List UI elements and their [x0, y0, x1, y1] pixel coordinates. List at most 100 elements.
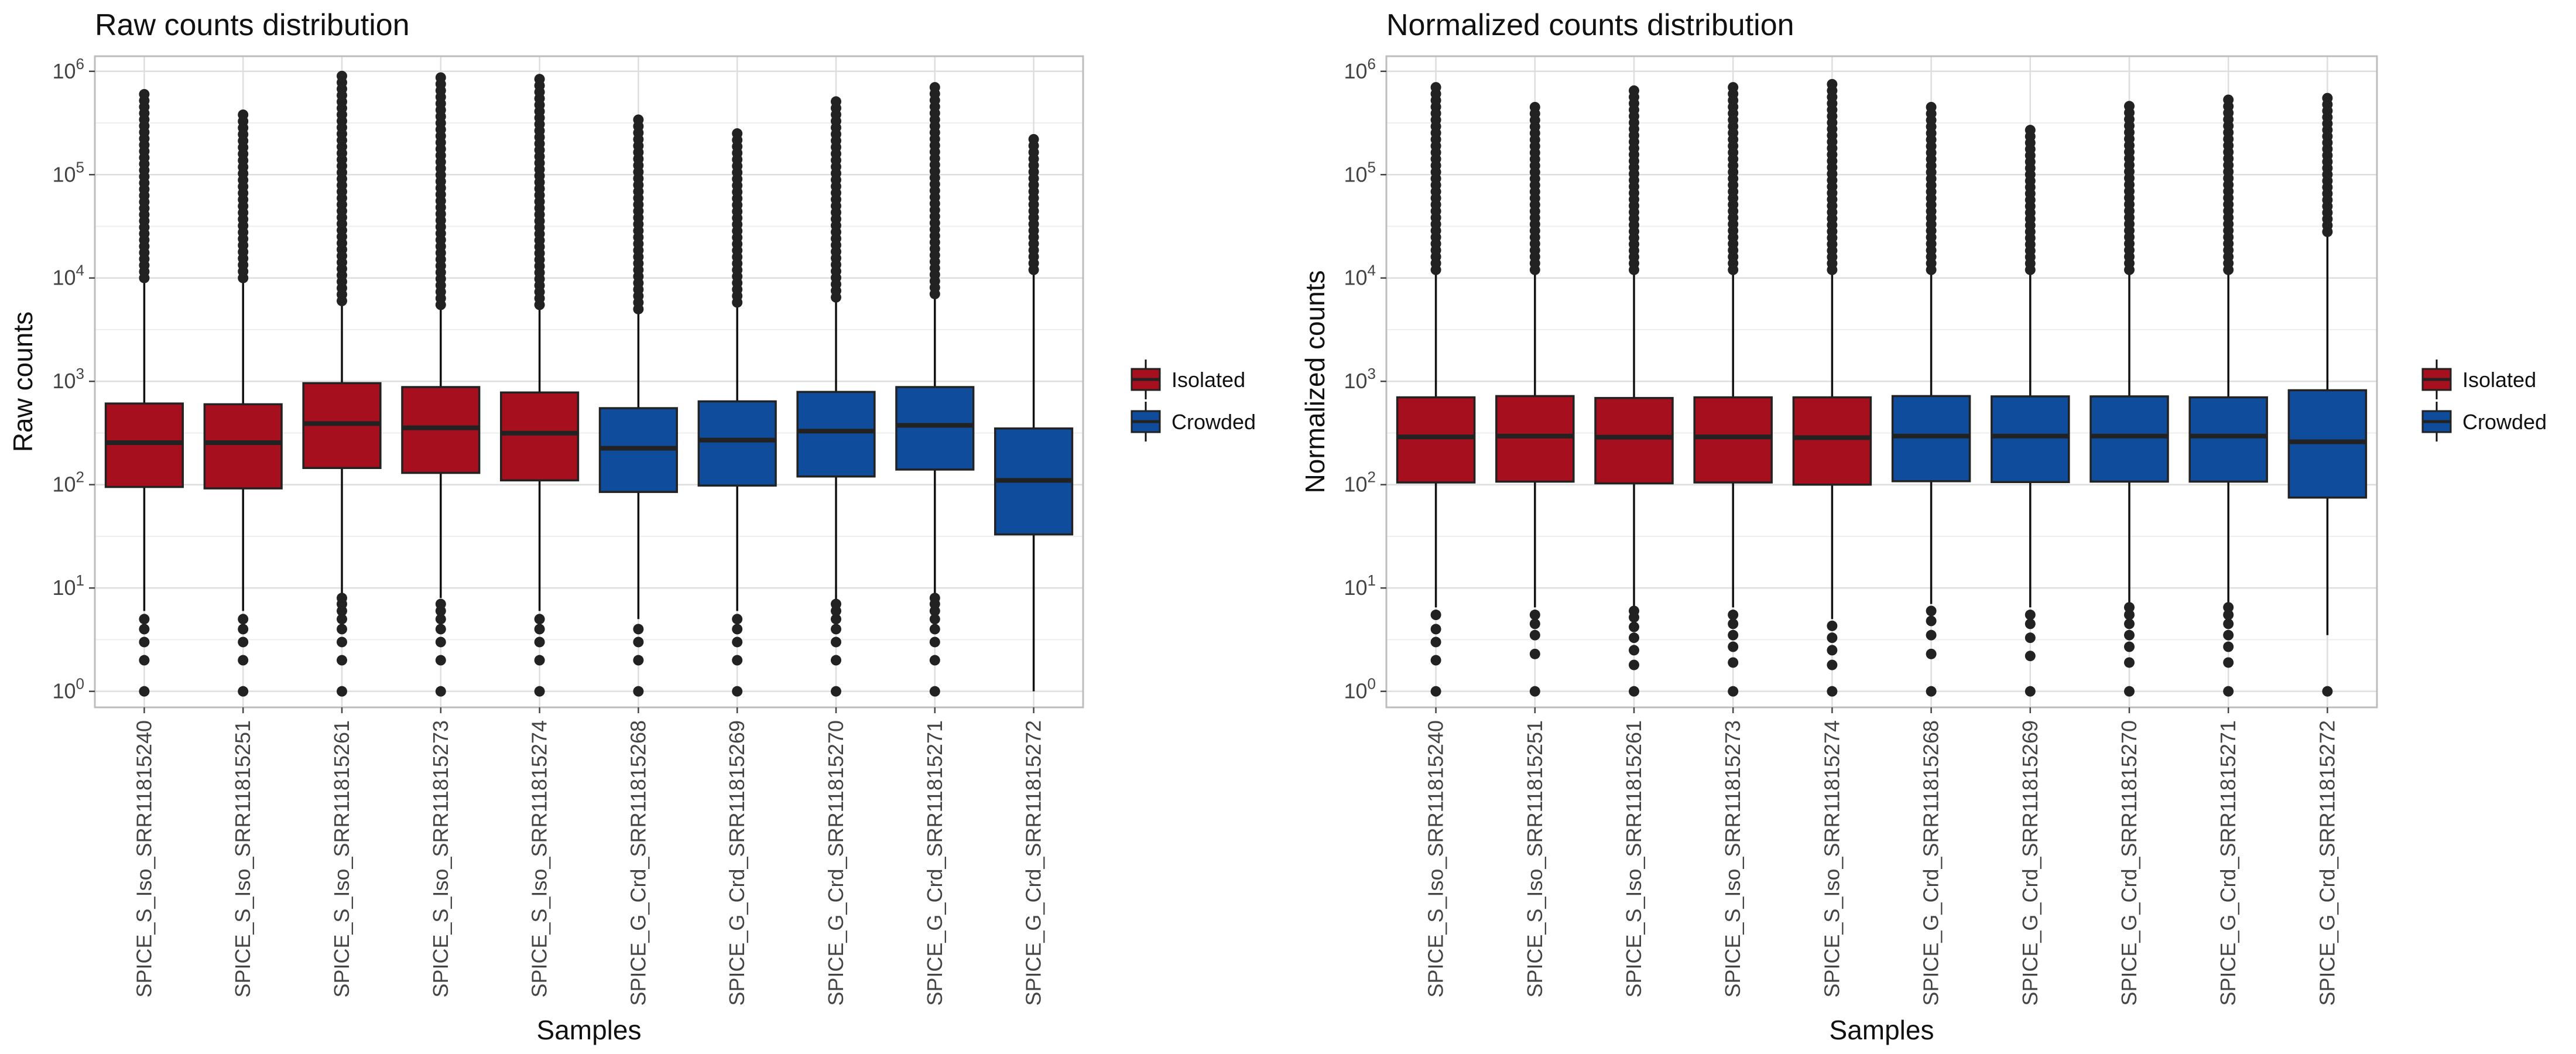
outlier-point [1028, 264, 1039, 275]
box-body [500, 391, 580, 482]
x-tick-label: SPICE_S_Iso_SRR11815240 [132, 720, 156, 998]
x-tick-label: SPICE_G_Crd_SRR11815269 [2018, 720, 2042, 1006]
box-9 [2188, 94, 2268, 697]
outlier-point [732, 636, 743, 648]
y-tick-label: 104 [1344, 262, 1376, 290]
x-tick-label: SPICE_S_Iso_SRR11815273 [429, 720, 453, 998]
x-tick-label: SPICE_G_Crd_SRR11815270 [824, 720, 848, 1006]
outlier-point [337, 624, 347, 635]
box-body [697, 400, 777, 487]
outlier-point [1430, 264, 1441, 275]
y-tick-label: 105 [52, 158, 84, 186]
outlier-point [534, 686, 545, 697]
outlier-point [2124, 610, 2135, 621]
box-6 [1891, 101, 1971, 697]
outlier-point [633, 624, 644, 635]
box-8 [2089, 101, 2169, 697]
x-tick-label: SPICE_G_Crd_SRR11815270 [2117, 720, 2141, 1006]
outlier-point [337, 295, 347, 306]
outlier-point [139, 614, 150, 625]
outlier-point [2025, 686, 2036, 697]
outlier-point [337, 686, 347, 697]
box-7 [1991, 125, 2070, 697]
outlier-point [238, 624, 249, 635]
legend-item-isolated: Isolated [2421, 360, 2536, 399]
outlier-point [831, 614, 841, 625]
x-tick-label: SPICE_G_Crd_SRR11815272 [2315, 720, 2339, 1006]
outlier-point [2223, 610, 2234, 621]
outlier-point [1728, 264, 1739, 275]
box-4 [401, 72, 481, 697]
x-tick-label: SPICE_G_Crd_SRR11815271 [923, 720, 947, 1006]
outlier-point [238, 686, 249, 697]
outlier-point [1629, 264, 1639, 275]
outlier-point [2124, 602, 2135, 613]
outlier-point [1629, 645, 1639, 656]
y-tick-label: 100 [52, 675, 84, 703]
outlier-point [1926, 686, 1937, 697]
outlier-point [2124, 641, 2135, 652]
outlier-point [1926, 629, 1937, 641]
y-tick-label: 105 [1344, 158, 1376, 186]
legend-label: Isolated [1171, 368, 1245, 392]
outlier-point [534, 299, 545, 310]
outlier-point [2025, 618, 2036, 629]
legend: Isolated Crowded [2421, 360, 2547, 442]
outlier-point [633, 655, 644, 666]
x-tick-label: SPICE_G_Crd_SRR11815269 [725, 720, 749, 1006]
outlier-point [929, 624, 940, 635]
box-3 [302, 70, 382, 697]
outlier-point [1728, 641, 1739, 652]
chart-title: Raw counts distribution [95, 8, 410, 42]
outlier-point [139, 624, 150, 635]
outlier-point [1529, 629, 1540, 641]
y-tick-label: 103 [1344, 365, 1376, 393]
outlier-point [2223, 657, 2234, 668]
outlier-point [732, 297, 743, 308]
outlier-point [139, 686, 150, 697]
box-9 [895, 82, 975, 697]
outlier-point [1430, 686, 1441, 697]
box-body [1594, 396, 1674, 485]
box-7 [697, 128, 777, 697]
y-tick-label: 101 [1344, 572, 1376, 600]
box-body [203, 403, 283, 490]
outlier-point [1827, 686, 1838, 697]
outlier-point [1430, 610, 1441, 621]
outlier-point [1529, 648, 1540, 659]
outlier-point [732, 686, 743, 697]
outlier-point [2322, 226, 2333, 237]
box-4 [1693, 82, 1773, 697]
outlier-point [1629, 632, 1639, 644]
outlier-point [732, 624, 743, 635]
box-5 [1792, 78, 1872, 697]
outlier-point [1430, 624, 1441, 635]
y-tick-label: 103 [52, 365, 84, 393]
outlier-point [929, 686, 940, 697]
outlier-point [732, 614, 743, 625]
x-tick-label: SPICE_S_Iso_SRR11815251 [231, 720, 255, 998]
legend-label: Crowded [2462, 410, 2547, 434]
x-tick-label: SPICE_G_Crd_SRR11815272 [1022, 720, 1046, 1006]
outlier-point [1430, 655, 1441, 666]
y-tick-label: 102 [1344, 468, 1376, 497]
outlier-point [2223, 641, 2234, 652]
outlier-point [1827, 659, 1838, 670]
y-tick-label: 101 [52, 572, 84, 600]
outlier-point [1629, 605, 1639, 617]
box-1 [104, 88, 184, 697]
outlier-point [929, 636, 940, 648]
outlier-point [1728, 657, 1739, 668]
x-tick-label: SPICE_G_Crd_SRR11815268 [626, 720, 650, 1006]
outlier-point [2025, 610, 2036, 621]
outlier-point [337, 593, 347, 604]
outlier-point [2025, 264, 2036, 275]
outlier-point [1926, 615, 1937, 627]
outlier-point [831, 636, 841, 648]
outlier-point [1728, 618, 1739, 629]
box-1 [1396, 82, 1476, 697]
box-2 [203, 109, 283, 697]
x-tick-label: SPICE_S_Iso_SRR11815240 [1424, 720, 1448, 998]
outlier-point [1728, 610, 1739, 621]
chart-panel-1: 100 101 102 103 104 105 106 SPICE_S_Iso_SRR1181… [8, 8, 1256, 1045]
